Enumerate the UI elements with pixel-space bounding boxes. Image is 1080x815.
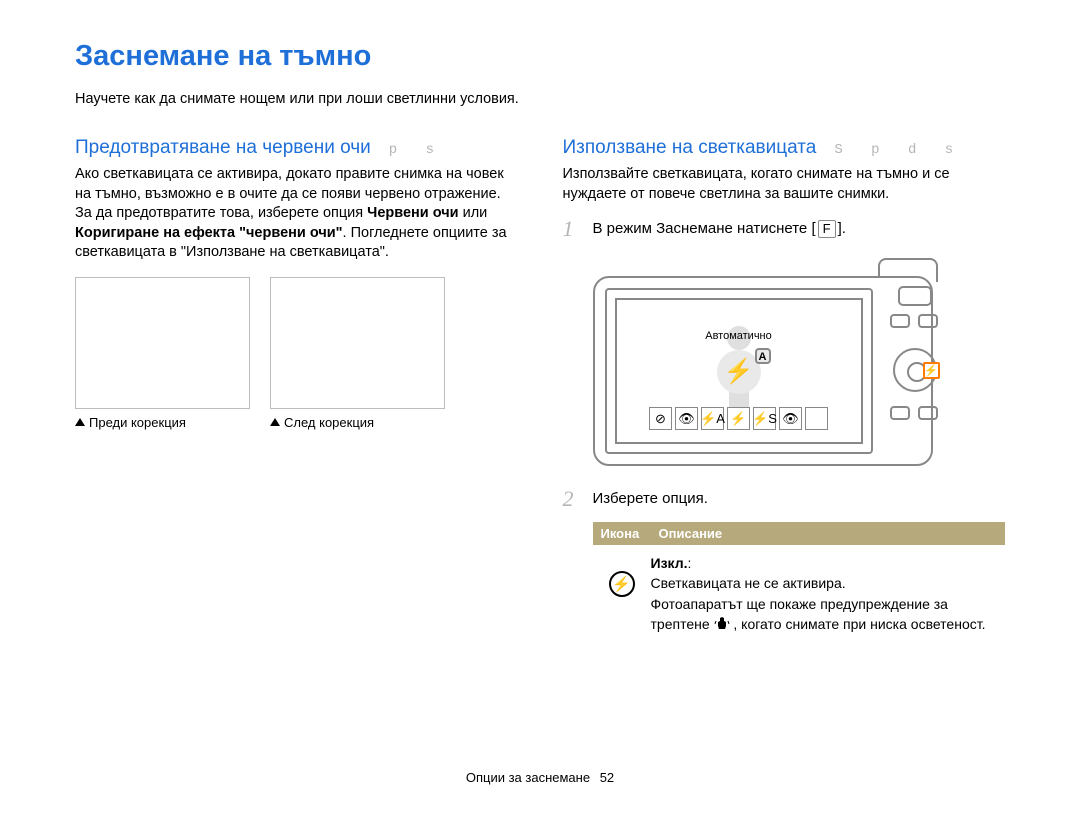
left-column: Предотвратяване на червени очи p s Ако с…: [75, 137, 518, 640]
row-line2b: , когато снимате при ниска осветеност.: [733, 616, 985, 632]
flash-option: 👁: [675, 407, 698, 430]
page-title: Заснемане на тъмно: [75, 40, 1005, 73]
camera-button: [890, 314, 910, 328]
flash-option: ⚡S: [753, 407, 776, 430]
right-paragraph: Използвайте светкавицата, когато снимате…: [563, 165, 1006, 204]
flash-options-row: ⊘ 👁 ⚡A ⚡ ⚡S 👁: [649, 407, 828, 430]
left-para-mid: или: [463, 205, 488, 221]
row-title-colon: :: [687, 555, 691, 571]
left-bold-correction: Коригиране на ефекта "червени очи": [75, 225, 343, 241]
left-paragraph: Ако светкавицата се активира, докато пра…: [75, 165, 518, 263]
footer-section: Опции за заснемане: [466, 770, 590, 785]
caret-up-icon: [75, 418, 85, 426]
flash-option: [805, 407, 828, 430]
example-images-row: Преди корекция След корекция: [75, 277, 518, 430]
right-column: Използване на светкавицата S p d s Изпол…: [563, 137, 1006, 640]
flash-option: ⚡: [727, 407, 750, 430]
step1-text-a: В режим Заснемане натиснете [: [593, 220, 816, 237]
right-modes: S p d s: [834, 142, 963, 158]
intro-text: Научете как да снимате нощем или при лош…: [75, 91, 1005, 107]
step-1-number: 1: [563, 218, 579, 240]
row-title: Изкл.: [651, 555, 688, 571]
right-heading: Използване на светкавицата: [563, 137, 817, 159]
after-caption-text: След корекция: [284, 415, 374, 430]
camera-flash-button-highlight: ⚡: [923, 362, 940, 379]
step-1-text: В режим Заснемане натиснете [F].: [593, 218, 846, 238]
two-column-layout: Предотвратяване на червени очи p s Ако с…: [75, 137, 1005, 640]
left-bold-redeye: Червени очи: [367, 205, 458, 221]
camera-screen: Автоматично ⚡ A ⊘ 👁 ⚡A ⚡ ⚡S 👁: [615, 298, 863, 444]
before-image: [75, 277, 250, 409]
row-line1: Светкавицата не се активира.: [651, 575, 846, 591]
before-caption: Преди корекция: [75, 415, 250, 430]
auto-a-badge: A: [755, 348, 771, 364]
page-footer: Опции за заснемане 52: [0, 770, 1080, 785]
left-section-header: Предотвратяване на червени очи p s: [75, 137, 518, 159]
auto-mode-label: Автоматично: [705, 330, 772, 342]
options-table: Икона Описание ⚡ Изкл.: Светкавицата не …: [593, 522, 1006, 640]
step-2-row: 2 Изберете опция.: [563, 488, 1006, 510]
right-section-header: Използване на светкавицата S p d s: [563, 137, 1006, 159]
f-key-icon: F: [818, 220, 836, 238]
camera-illustration: Автоматично ⚡ A ⊘ 👁 ⚡A ⚡ ⚡S 👁: [593, 256, 948, 474]
before-caption-text: Преди корекция: [89, 415, 186, 430]
left-heading: Предотвратяване на червени очи: [75, 137, 371, 159]
camera-zoom-button: [898, 286, 932, 306]
table-header-icon: Икона: [593, 522, 651, 545]
camera-button: [918, 314, 938, 328]
flash-option: 👁: [779, 407, 802, 430]
shake-warning-icon: [714, 616, 730, 632]
step-2-number: 2: [563, 488, 579, 510]
table-header-row: Икона Описание: [593, 522, 1006, 545]
step-1-row: 1 В режим Заснемане натиснете [F].: [563, 218, 1006, 240]
before-image-box: Преди корекция: [75, 277, 250, 430]
step-2-text: Изберете опция.: [593, 488, 708, 507]
after-image-box: След корекция: [270, 277, 445, 430]
step1-text-b: ].: [838, 220, 846, 237]
page: Заснемане на тъмно Научете как да снимат…: [0, 0, 1080, 640]
flash-auto-icon: ⚡: [717, 350, 761, 394]
flash-option: ⚡A: [701, 407, 724, 430]
caret-up-icon: [270, 418, 280, 426]
table-header-desc: Описание: [651, 522, 1006, 545]
camera-button: [890, 406, 910, 420]
left-modes: p s: [389, 142, 444, 158]
flash-off-icon: ⚡: [609, 571, 635, 597]
camera-button: [918, 406, 938, 420]
table-row-icon-cell: ⚡: [593, 553, 651, 634]
page-number: 52: [600, 770, 614, 785]
bolt-icon: ⚡: [724, 360, 754, 384]
flash-option: ⊘: [649, 407, 672, 430]
table-row-desc-cell: Изкл.: Светкавицата не се активира. Фото…: [651, 553, 1006, 634]
after-caption: След корекция: [270, 415, 445, 430]
after-image: [270, 277, 445, 409]
camera-illustration-wrap: Автоматично ⚡ A ⊘ 👁 ⚡A ⚡ ⚡S 👁: [563, 256, 1006, 474]
table-row: ⚡ Изкл.: Светкавицата не се активира. Фо…: [593, 545, 1006, 640]
